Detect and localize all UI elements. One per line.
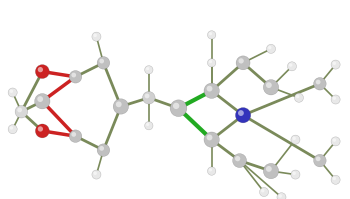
Circle shape (145, 94, 149, 98)
Circle shape (71, 132, 76, 137)
Circle shape (259, 187, 268, 197)
Circle shape (10, 90, 13, 93)
Circle shape (38, 67, 43, 72)
Circle shape (116, 101, 122, 107)
Circle shape (209, 168, 212, 172)
Circle shape (233, 154, 246, 168)
Circle shape (331, 95, 340, 104)
Circle shape (8, 88, 17, 97)
Circle shape (35, 65, 49, 79)
Circle shape (93, 34, 97, 37)
Circle shape (289, 63, 292, 67)
Circle shape (113, 99, 128, 114)
Circle shape (291, 170, 300, 179)
Circle shape (208, 167, 216, 175)
Circle shape (293, 137, 296, 140)
Circle shape (92, 170, 101, 179)
Circle shape (266, 44, 275, 53)
Circle shape (204, 132, 219, 147)
Circle shape (145, 66, 153, 74)
Circle shape (261, 189, 265, 192)
Circle shape (97, 57, 110, 69)
Circle shape (209, 60, 212, 63)
Circle shape (263, 163, 279, 179)
Circle shape (37, 96, 43, 102)
Circle shape (93, 172, 97, 175)
Circle shape (236, 107, 251, 123)
Circle shape (236, 56, 250, 70)
Circle shape (277, 193, 286, 199)
Circle shape (266, 82, 272, 88)
Circle shape (332, 97, 336, 100)
Circle shape (291, 135, 300, 144)
Circle shape (332, 138, 336, 142)
Circle shape (38, 126, 43, 132)
Circle shape (145, 122, 153, 130)
Circle shape (331, 60, 340, 69)
Circle shape (268, 46, 272, 49)
Circle shape (235, 156, 240, 161)
Circle shape (204, 83, 219, 99)
Circle shape (238, 58, 244, 63)
Circle shape (35, 94, 50, 109)
Circle shape (209, 32, 212, 35)
Circle shape (99, 146, 104, 151)
Circle shape (99, 59, 104, 63)
Circle shape (314, 77, 326, 90)
Circle shape (279, 194, 282, 198)
Circle shape (97, 144, 110, 156)
Circle shape (332, 177, 336, 180)
Circle shape (331, 137, 340, 146)
Circle shape (10, 126, 13, 130)
Circle shape (316, 156, 321, 161)
Circle shape (170, 100, 187, 117)
Circle shape (146, 123, 149, 126)
Circle shape (173, 103, 179, 109)
Circle shape (69, 70, 82, 83)
Circle shape (35, 124, 49, 138)
Circle shape (146, 67, 149, 70)
Circle shape (314, 154, 326, 167)
Circle shape (15, 105, 28, 118)
Circle shape (71, 73, 76, 77)
Circle shape (266, 166, 272, 172)
Circle shape (287, 62, 296, 71)
Circle shape (294, 93, 303, 102)
Circle shape (316, 80, 321, 84)
Circle shape (92, 32, 101, 41)
Circle shape (8, 125, 17, 134)
Circle shape (17, 108, 22, 112)
Circle shape (69, 130, 82, 142)
Circle shape (331, 175, 340, 184)
Circle shape (238, 110, 244, 116)
Circle shape (296, 95, 299, 98)
Circle shape (208, 59, 216, 67)
Circle shape (206, 135, 212, 140)
Circle shape (208, 31, 216, 39)
Circle shape (206, 86, 212, 92)
Circle shape (263, 80, 279, 95)
Circle shape (293, 172, 296, 175)
Circle shape (142, 92, 155, 104)
Circle shape (332, 62, 336, 65)
